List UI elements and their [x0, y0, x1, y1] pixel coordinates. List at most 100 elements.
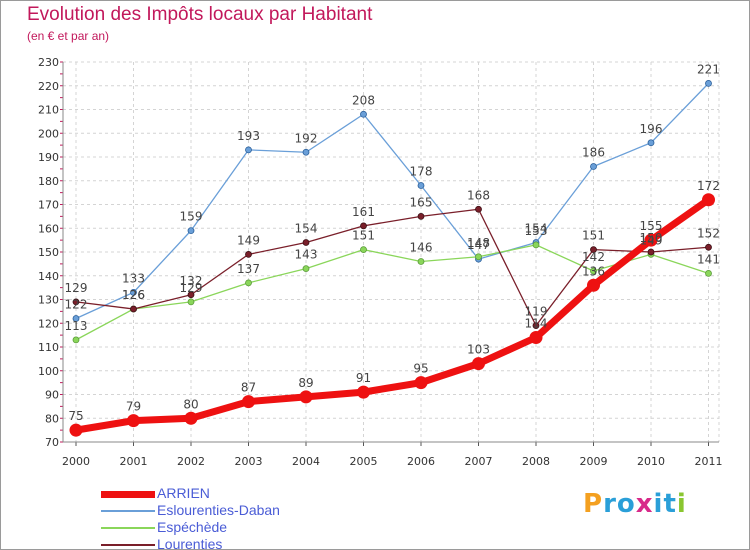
data-point [590, 163, 597, 170]
data-label: 192 [295, 131, 318, 145]
data-point [245, 146, 252, 154]
data-label: 95 [413, 362, 428, 376]
data-label: 151 [582, 229, 605, 243]
x-tick-label: 2002 [177, 455, 205, 468]
data-label: 208 [352, 93, 375, 107]
legend-swatch-lourenties [101, 544, 155, 546]
data-label: 87 [241, 381, 256, 395]
data-label: 129 [180, 281, 203, 295]
series-line [75, 208, 710, 327]
logo-letter: i [676, 489, 687, 519]
data-point [475, 205, 482, 213]
y-tick-label: 80 [45, 412, 59, 425]
data-point [360, 110, 367, 118]
data-label: 75 [68, 409, 83, 423]
data-label: 79 [126, 400, 141, 414]
y-tick-label: 210 [38, 104, 59, 117]
data-label: 119 [525, 305, 548, 319]
data-label: 133 [122, 271, 145, 285]
data-point [529, 331, 543, 344]
x-tick-label: 2001 [120, 455, 148, 468]
data-label: 154 [525, 222, 548, 236]
legend-item-eslourenties-daban: Eslourenties-Daban [101, 502, 361, 519]
data-point [245, 250, 252, 258]
data-point [702, 193, 715, 207]
data-point [647, 139, 655, 147]
data-point [587, 278, 600, 292]
data-label: 129 [65, 281, 88, 295]
x-tick-label: 2006 [407, 455, 435, 468]
y-tick-label: 70 [45, 436, 59, 449]
data-label: 122 [65, 298, 88, 312]
data-label: 141 [697, 252, 720, 266]
data-point [127, 414, 140, 428]
data-point [414, 376, 428, 390]
data-point [532, 322, 540, 330]
data-point [647, 248, 655, 256]
data-label: 152 [697, 226, 720, 240]
data-label: 168 [467, 188, 490, 202]
data-label: 143 [295, 248, 318, 262]
data-point [417, 182, 425, 189]
data-label: 114 [525, 317, 548, 331]
data-point [705, 79, 712, 87]
legend-item-espechede: Espéchède [101, 519, 361, 536]
data-label: 136 [582, 264, 605, 278]
y-tick-label: 100 [38, 365, 59, 378]
data-label: 150 [640, 231, 663, 245]
y-tick-label: 90 [45, 389, 59, 402]
x-tick-label: 2009 [580, 455, 608, 468]
y-tick-label: 160 [38, 222, 59, 235]
data-label: 80 [183, 397, 198, 411]
chart-title: Evolution des Impôts locaux par Habitant [27, 4, 373, 25]
data-point [72, 298, 80, 306]
legend-item-arrien: ARRIEN [101, 485, 361, 502]
legend-swatch-arrien [101, 490, 155, 498]
data-label: 193 [237, 129, 260, 143]
data-point [705, 243, 712, 251]
data-point [360, 246, 367, 254]
logo-letter: x [635, 489, 654, 519]
legend-label-eslourenties-daban: Eslourenties-Daban [157, 502, 280, 518]
data-point [72, 315, 80, 322]
data-label: 142 [582, 250, 605, 264]
data-point [302, 239, 310, 246]
series-line [72, 196, 712, 434]
y-tick-label: 180 [38, 175, 59, 188]
logo-letter: i [653, 489, 664, 519]
series-layer [69, 79, 715, 437]
x-tick-label: 2010 [637, 455, 665, 468]
axis-layer: 7080901001101201301401501601701801902002… [38, 56, 723, 468]
data-label: 161 [352, 205, 375, 219]
data-label: 91 [356, 371, 371, 385]
data-point [72, 336, 80, 344]
data-label: 154 [295, 222, 318, 236]
data-point [245, 279, 252, 287]
data-point [130, 288, 137, 296]
data-label: 149 [640, 233, 663, 247]
data-label: 165 [410, 195, 433, 209]
data-point [417, 212, 425, 220]
data-label: 155 [640, 219, 663, 233]
data-label: 103 [467, 343, 490, 357]
data-point [302, 265, 310, 273]
data-label: 146 [410, 241, 433, 255]
data-point [130, 305, 137, 313]
data-point [590, 246, 597, 254]
legend-label-espechede: Espéchède [157, 519, 228, 535]
data-point [644, 233, 658, 247]
data-label: 126 [122, 288, 145, 302]
proxiti-logo: Proxiti [583, 489, 687, 519]
data-point [475, 253, 482, 261]
data-point [187, 298, 195, 306]
legend-swatch-espechede [101, 527, 155, 529]
data-point [360, 222, 367, 230]
data-label: 132 [180, 274, 203, 288]
data-point [242, 395, 255, 409]
data-point [187, 291, 195, 299]
series-line [75, 244, 710, 341]
legend: ARRIEN Eslourenties-Daban Espéchède Lour… [101, 485, 361, 549]
data-label: 89 [298, 376, 313, 390]
x-tick-label: 2004 [292, 455, 320, 468]
